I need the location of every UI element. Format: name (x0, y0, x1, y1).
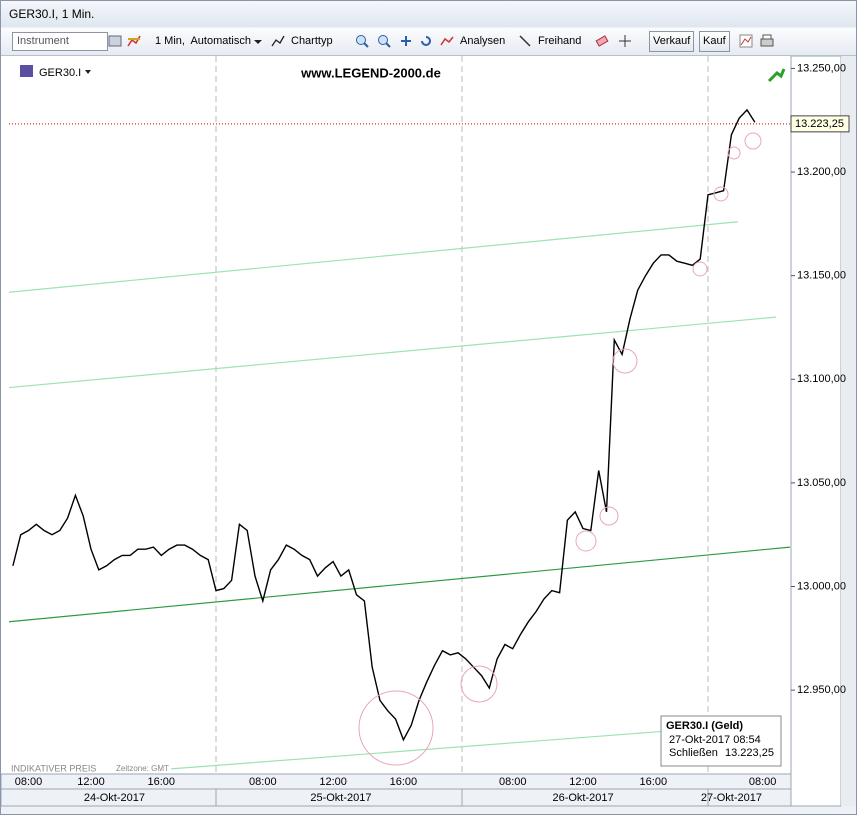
trend-icon (767, 68, 786, 83)
zoom-out[interactable] (377, 34, 391, 48)
y-tick-label: 13.150,00 (797, 270, 846, 282)
plot-area (1, 56, 791, 774)
date-label: 24-Okt-2017 (84, 792, 145, 804)
last-price-label: 13.223,25 (795, 118, 844, 130)
fit-icon[interactable] (399, 34, 413, 48)
instrument-input[interactable]: Instrument (12, 32, 108, 51)
y-tick-label: 13.200,00 (797, 166, 846, 178)
interval-menu[interactable]: 1 Min, Automatisch (155, 35, 251, 47)
y-tick-label: 13.050,00 (797, 477, 846, 489)
last-price-box (790, 115, 850, 133)
x-tick-label: 08:00 (499, 776, 527, 788)
x-tick-label: 16:00 (640, 776, 668, 788)
analyses-menu[interactable]: Analysen (460, 35, 506, 47)
trendline (170, 730, 662, 770)
freehand-icon[interactable] (518, 34, 532, 48)
date-label: 27-Okt-2017 (701, 792, 762, 804)
charttype-icon[interactable] (271, 34, 285, 48)
trendline (8, 546, 791, 623)
x-tick-label: 16:00 (148, 776, 176, 788)
annotation-circle (692, 261, 708, 277)
y-tick-label: 13.250,00 (797, 62, 846, 74)
x-tick-label: 12:00 (77, 776, 105, 788)
info-close-label: Schließen (669, 747, 718, 759)
info-close-value: 13.223,25 (725, 747, 774, 759)
y-tick-label: 13.100,00 (797, 373, 846, 385)
print-icon[interactable] (760, 34, 774, 48)
y-tick-label: 13.000,00 (797, 580, 846, 592)
price-note: INDIKATIVER PREIS (11, 763, 96, 773)
analysis-icon[interactable] (440, 34, 454, 48)
trendline (8, 316, 777, 389)
chart-icon[interactable] (739, 34, 753, 48)
annotation-circle (727, 146, 741, 160)
annotation-circle (575, 530, 597, 552)
scrollbar[interactable] (841, 56, 856, 806)
annotation-circle (358, 690, 434, 766)
timezone: Zeitzone: GMT (116, 764, 169, 773)
annotation-circle (460, 665, 498, 703)
annotation-circle (744, 132, 762, 150)
sell-button[interactable]: Verkauf (649, 31, 695, 52)
indicator-icon[interactable] (127, 34, 141, 48)
y-axis-area (790, 56, 842, 807)
trendline (8, 221, 739, 293)
y-tick-label: 12.950,00 (797, 684, 846, 696)
charttype-menu[interactable]: Charttyp (291, 35, 333, 47)
buy-button[interactable]: Kauf (699, 31, 730, 52)
symbol-icon (20, 65, 33, 77)
x-tick-label: 08:00 (15, 776, 43, 788)
date-row-separators (215, 789, 709, 806)
eraser-icon[interactable] (595, 34, 609, 48)
crosshair-icon[interactable] (618, 34, 632, 48)
annotations (358, 132, 762, 766)
zoom-in[interactable] (355, 34, 369, 48)
reset-icon[interactable] (419, 34, 433, 48)
annotation-circle (713, 186, 729, 202)
window-title: GER30.I, 1 Min. (9, 7, 95, 21)
date-label: 26-Okt-2017 (552, 792, 613, 804)
freehand-menu[interactable]: Freihand (538, 35, 582, 47)
info-time: 27-Okt-2017 08:54 (669, 734, 761, 746)
symbol-dropdown[interactable] (85, 70, 91, 74)
dropdown-arrow[interactable] (251, 34, 265, 48)
title-bar: GER30.I, 1 Min. (1, 1, 856, 27)
x-tick-label: 08:00 (249, 776, 277, 788)
annotation-circle (599, 506, 619, 526)
x-tick-label: 12:00 (569, 776, 597, 788)
symbol[interactable]: GER30.I (39, 67, 81, 79)
info-box: GER30.I (Geld) 27-Okt-2017 08:54 Schließ… (660, 715, 782, 767)
info-title: GER30.I (Geld) (666, 720, 743, 732)
x-axis-area (1, 773, 792, 807)
date-label: 25-Okt-2017 (310, 792, 371, 804)
info-box-frame (660, 715, 782, 767)
x-tick-label: 16:00 (390, 776, 418, 788)
annotation-circle (612, 348, 638, 374)
price-line (12, 108, 756, 742)
chart: GER30.I www.LEGEND-2000.de GER30.I (Geld… (1, 56, 856, 807)
toolbar: Instrument 1 Min, Automatisch Charttyp A… (1, 28, 856, 56)
x-tick-label: 08:00 (749, 776, 777, 788)
search-icon[interactable] (108, 34, 122, 48)
watermark: www.LEGEND-2000.de (300, 65, 441, 80)
x-tick-label: 12:00 (319, 776, 347, 788)
